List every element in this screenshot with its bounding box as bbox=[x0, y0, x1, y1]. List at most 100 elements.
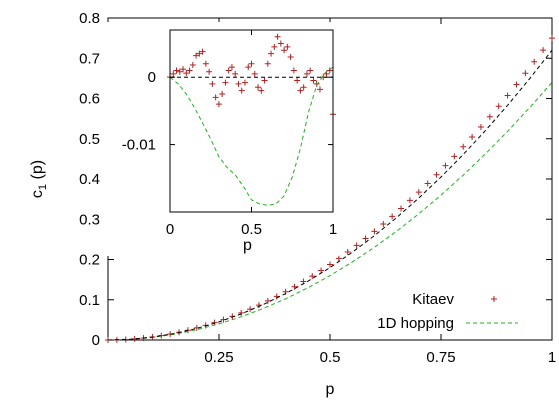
data-point bbox=[415, 189, 422, 196]
inset-series bbox=[167, 33, 336, 206]
data-point bbox=[228, 64, 235, 71]
data-point bbox=[255, 302, 262, 309]
data-point bbox=[380, 220, 387, 227]
inset-ticks: 0 0.5 1 0 -0.01 bbox=[122, 30, 337, 238]
data-point bbox=[460, 143, 467, 150]
data-point bbox=[274, 33, 281, 40]
y-tick-label: 0 bbox=[92, 332, 100, 349]
inset-x-axis-label: p bbox=[243, 237, 252, 254]
data-point bbox=[433, 171, 440, 178]
y-tick-label: 0.1 bbox=[79, 292, 100, 309]
data-point bbox=[209, 80, 216, 87]
x-tick-label: 0.5 bbox=[320, 349, 341, 366]
data-point bbox=[389, 213, 396, 220]
data-point bbox=[522, 70, 529, 77]
data-point bbox=[189, 62, 196, 69]
data-point bbox=[238, 87, 245, 94]
inset-x-tick-label: 0.5 bbox=[241, 221, 262, 238]
data-point bbox=[495, 103, 502, 110]
data-point bbox=[549, 35, 555, 42]
data-point bbox=[477, 123, 484, 130]
legend-marker-kitaev bbox=[491, 296, 497, 302]
y-tick-label: 0.6 bbox=[79, 91, 100, 108]
inset-plot: 0 0.5 1 0 -0.01 p bbox=[100, 22, 339, 256]
data-point bbox=[248, 60, 255, 67]
data-point bbox=[303, 70, 310, 77]
data-point bbox=[173, 67, 180, 74]
data-point bbox=[327, 261, 333, 268]
data-point bbox=[313, 80, 320, 87]
data-point bbox=[176, 68, 183, 75]
data-point bbox=[486, 113, 493, 120]
data-point bbox=[300, 84, 307, 91]
data-point bbox=[540, 47, 547, 54]
data-point bbox=[316, 86, 323, 93]
data-point bbox=[199, 48, 206, 55]
y-tick-label: 0.7 bbox=[79, 50, 100, 67]
data-point bbox=[353, 242, 360, 249]
x-tick-label: 0.25 bbox=[204, 349, 233, 366]
data-point bbox=[307, 67, 314, 74]
data-point bbox=[268, 50, 275, 57]
data-point bbox=[277, 40, 284, 47]
y-axis-label-subscript: 1 bbox=[37, 184, 49, 190]
series-line bbox=[107, 82, 553, 341]
data-point bbox=[212, 94, 219, 101]
data-point bbox=[406, 197, 413, 204]
y-axis-label-main: c bbox=[29, 190, 46, 198]
x-tick-label: 0.75 bbox=[426, 349, 455, 366]
data-point bbox=[318, 267, 325, 274]
data-point bbox=[513, 81, 520, 88]
y-tick-label: 0.5 bbox=[79, 131, 100, 148]
data-point bbox=[287, 53, 294, 60]
inset-x-tick-label: 0 bbox=[166, 221, 174, 238]
legend-marker-point bbox=[491, 296, 497, 302]
data-point bbox=[291, 283, 298, 290]
data-point bbox=[193, 52, 200, 59]
legend: Kitaev 1D hopping bbox=[377, 291, 518, 332]
data-point bbox=[344, 248, 351, 255]
data-point bbox=[238, 309, 245, 316]
data-point bbox=[170, 70, 177, 77]
inset-background bbox=[100, 22, 339, 256]
y-tick-label: 0.8 bbox=[79, 10, 100, 27]
x-axis-label: p bbox=[326, 381, 335, 398]
y-axis-label-suffix: (p) bbox=[29, 160, 46, 184]
main-plot: 0.25 0.5 0.75 100.10.20.30.40.50.60.70.8 p … bbox=[29, 10, 556, 398]
data-point bbox=[309, 273, 316, 280]
main-series bbox=[105, 35, 555, 343]
data-point bbox=[215, 101, 222, 108]
legend-label-1d-hopping: 1D hopping bbox=[377, 315, 454, 332]
data-point bbox=[222, 79, 229, 86]
data-point bbox=[371, 228, 378, 235]
y-tick-label: 0.3 bbox=[79, 211, 100, 228]
data-point bbox=[241, 79, 248, 86]
data-point bbox=[196, 50, 203, 57]
data-point bbox=[264, 60, 271, 67]
y-tick-label: 0.2 bbox=[79, 252, 100, 269]
data-point bbox=[284, 43, 291, 50]
data-point bbox=[232, 70, 239, 77]
data-point bbox=[294, 77, 301, 84]
inset-y-tick-label: 0 bbox=[148, 69, 156, 86]
data-point bbox=[180, 66, 187, 73]
data-point bbox=[398, 205, 405, 212]
data-point bbox=[235, 80, 242, 87]
data-point bbox=[469, 134, 476, 141]
data-point bbox=[442, 162, 449, 169]
data-point bbox=[183, 70, 190, 77]
data-point bbox=[281, 47, 288, 54]
y-axis-label: c1 (p) bbox=[29, 160, 49, 198]
data-point bbox=[251, 70, 258, 77]
data-point bbox=[255, 84, 262, 91]
x-tick-label: 1 bbox=[548, 349, 556, 366]
data-point bbox=[261, 77, 268, 84]
data-point bbox=[531, 58, 538, 65]
data-point bbox=[451, 153, 458, 160]
data-point bbox=[271, 43, 278, 50]
data-point bbox=[310, 77, 317, 84]
legend-label-kitaev: Kitaev bbox=[412, 291, 454, 308]
data-point bbox=[424, 180, 431, 187]
data-point bbox=[290, 67, 297, 74]
